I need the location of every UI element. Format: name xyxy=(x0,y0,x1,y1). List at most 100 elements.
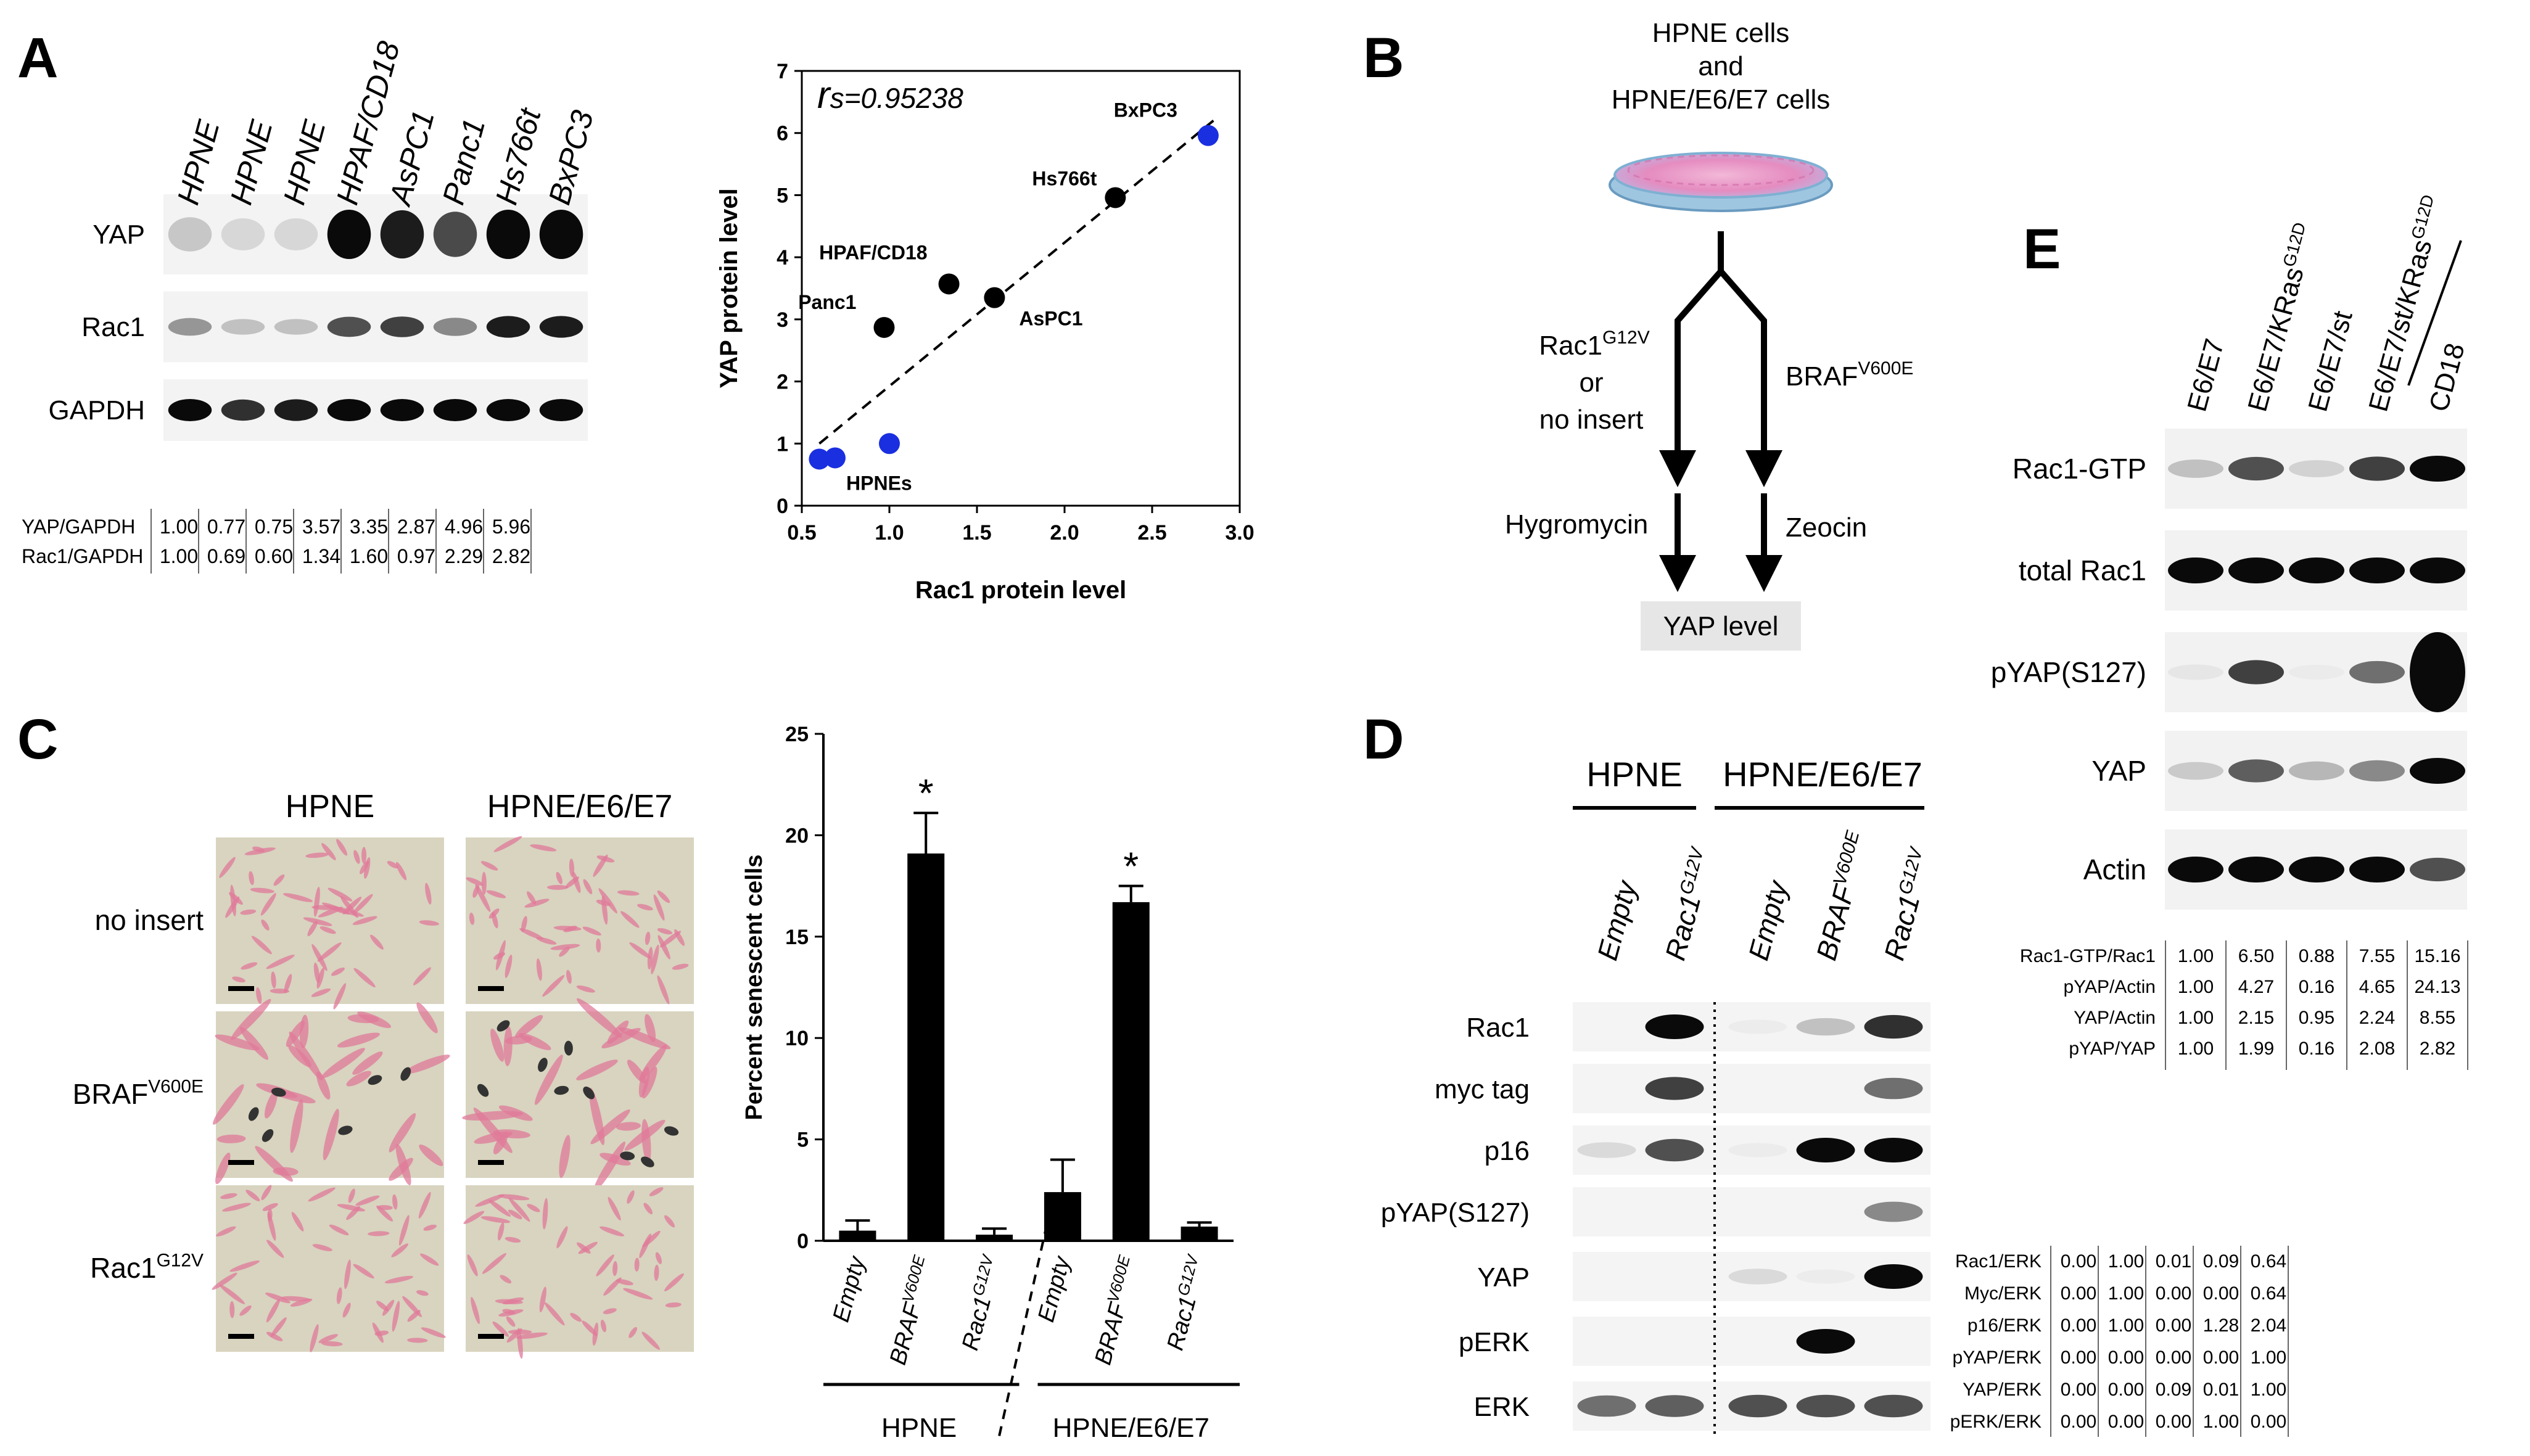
cell-mark xyxy=(655,1252,662,1264)
micrographs-c: HPNE HPNE/E6/E7 no insert BRAFV600E Rac1G12V xyxy=(73,789,694,1359)
cell-mark xyxy=(559,947,570,957)
cell-mark xyxy=(521,916,527,932)
lane-label: CD18 xyxy=(2423,340,2470,414)
blot-band xyxy=(2289,664,2344,680)
quant-value: 1.60 xyxy=(350,545,388,567)
blot-band xyxy=(1796,1394,1855,1418)
scatter-chart: 0.5 1.0 1.5 2.0 2.5 3.0 0 1 2 3 4 5 6 7 Rac1 protein l… xyxy=(715,60,1255,604)
group-label: HPNE/E6/E7 xyxy=(1053,1413,1209,1443)
quant-value: 0.00 xyxy=(2061,1251,2096,1272)
x-tick-label: 2.5 xyxy=(1137,521,1166,545)
cell-mark xyxy=(617,890,640,896)
cell-mark xyxy=(336,839,348,856)
cell-mark xyxy=(321,1341,343,1347)
cell-mark xyxy=(674,929,685,946)
cell-mark xyxy=(495,1299,524,1304)
cell-mark xyxy=(495,940,506,971)
cell-mark xyxy=(290,1298,313,1307)
cell-mark xyxy=(641,1331,660,1350)
cell-mark xyxy=(317,942,342,962)
cell-mark xyxy=(360,860,369,874)
cell-mark xyxy=(418,1191,431,1219)
blot-band xyxy=(2289,557,2344,583)
bar xyxy=(1044,1192,1081,1241)
blot-band xyxy=(221,399,265,421)
micrograph-bg xyxy=(466,1011,694,1178)
quant-value: 2.04 xyxy=(2251,1315,2286,1336)
lane-label: Empty xyxy=(1742,876,1794,963)
cell-mark xyxy=(353,850,360,864)
quant-value: 0.64 xyxy=(2251,1283,2286,1304)
blot-band xyxy=(433,399,477,421)
cell-mark xyxy=(524,899,550,908)
cell-mark xyxy=(219,857,236,878)
quant-value: 0.00 xyxy=(2108,1412,2144,1432)
cell-mark xyxy=(651,944,659,974)
cell-mark xyxy=(508,1329,532,1335)
cell-mark xyxy=(519,928,544,940)
cell-mark xyxy=(271,971,276,989)
quant-value: 1.00 xyxy=(160,516,198,538)
row-label: Actin xyxy=(2083,853,2146,886)
category-sup: G12V xyxy=(968,1252,997,1298)
b-result: YAP level xyxy=(1663,611,1779,641)
quant-value: 6.50 xyxy=(2238,946,2274,966)
x-tick-label: 0.5 xyxy=(787,521,816,545)
blot-band xyxy=(168,318,212,336)
blot-band xyxy=(2289,460,2344,477)
blot-band xyxy=(1577,1395,1636,1417)
cell-mark xyxy=(481,871,487,895)
y-tick-label: 5 xyxy=(777,184,788,207)
b-hygro: Hygromycin xyxy=(1505,509,1648,540)
quant-value: 0.00 xyxy=(2061,1315,2096,1336)
cell-mark xyxy=(578,1241,598,1254)
blot-band xyxy=(433,212,477,257)
cell-mark xyxy=(490,1029,505,1062)
cell-mark xyxy=(312,1244,332,1251)
y-tick-label: 1 xyxy=(777,432,788,456)
point-label: BxPC3 xyxy=(1114,99,1177,121)
cell-mark xyxy=(516,1332,548,1339)
quant-label: pYAP/YAP xyxy=(2069,1039,2156,1059)
lane-sup: V600E xyxy=(1829,828,1863,888)
cell-mark xyxy=(506,1316,516,1327)
cell-mark xyxy=(624,1119,665,1151)
cell-mark xyxy=(261,919,270,931)
cell-mark xyxy=(469,912,475,925)
point-label: HPNEs xyxy=(846,472,912,494)
cell-mark xyxy=(576,1059,618,1080)
y-tick-label: 7 xyxy=(777,60,788,83)
cell-mark xyxy=(641,1066,657,1099)
blot-band xyxy=(539,210,583,259)
quant-table-a: YAP/GAPDH 1.00 0.77 0.75 3.57 3.35 2.87 4.96 5.9… xyxy=(22,509,532,574)
point-label: HPAF/CD18 xyxy=(819,241,927,263)
quant-value: 1.00 xyxy=(2108,1315,2144,1336)
cell-mark xyxy=(508,1209,522,1220)
cell-mark xyxy=(212,1272,237,1290)
blot-band xyxy=(486,210,530,259)
cell-mark xyxy=(352,1051,383,1075)
cell-mark xyxy=(265,1293,290,1304)
quant-label: Myc/ERK xyxy=(1964,1283,2042,1304)
lane-main: E6/E7/st xyxy=(2302,308,2358,414)
b-top-line3: HPNE/E6/E7 cells xyxy=(1612,84,1831,115)
cell-mark xyxy=(318,1334,338,1343)
cell-mark xyxy=(230,884,236,916)
cell-mark xyxy=(348,1188,355,1203)
panel-label-d: D xyxy=(1363,708,1404,771)
cell-mark xyxy=(357,1011,392,1029)
micrograph-row-label: Rac1G12V xyxy=(90,1251,204,1284)
senescent-cell xyxy=(338,1125,353,1135)
cell-mark xyxy=(353,1264,374,1279)
cell-mark xyxy=(402,1296,422,1317)
cell-mark xyxy=(542,1198,548,1230)
cell-mark xyxy=(553,926,582,931)
blot-band xyxy=(168,399,212,421)
cell-mark xyxy=(229,1261,260,1272)
bar xyxy=(1181,1226,1218,1241)
cell-mark xyxy=(542,975,565,997)
blot-band xyxy=(380,210,424,259)
lane-label: Hs766t xyxy=(489,104,548,208)
panel-label-b: B xyxy=(1363,27,1404,89)
